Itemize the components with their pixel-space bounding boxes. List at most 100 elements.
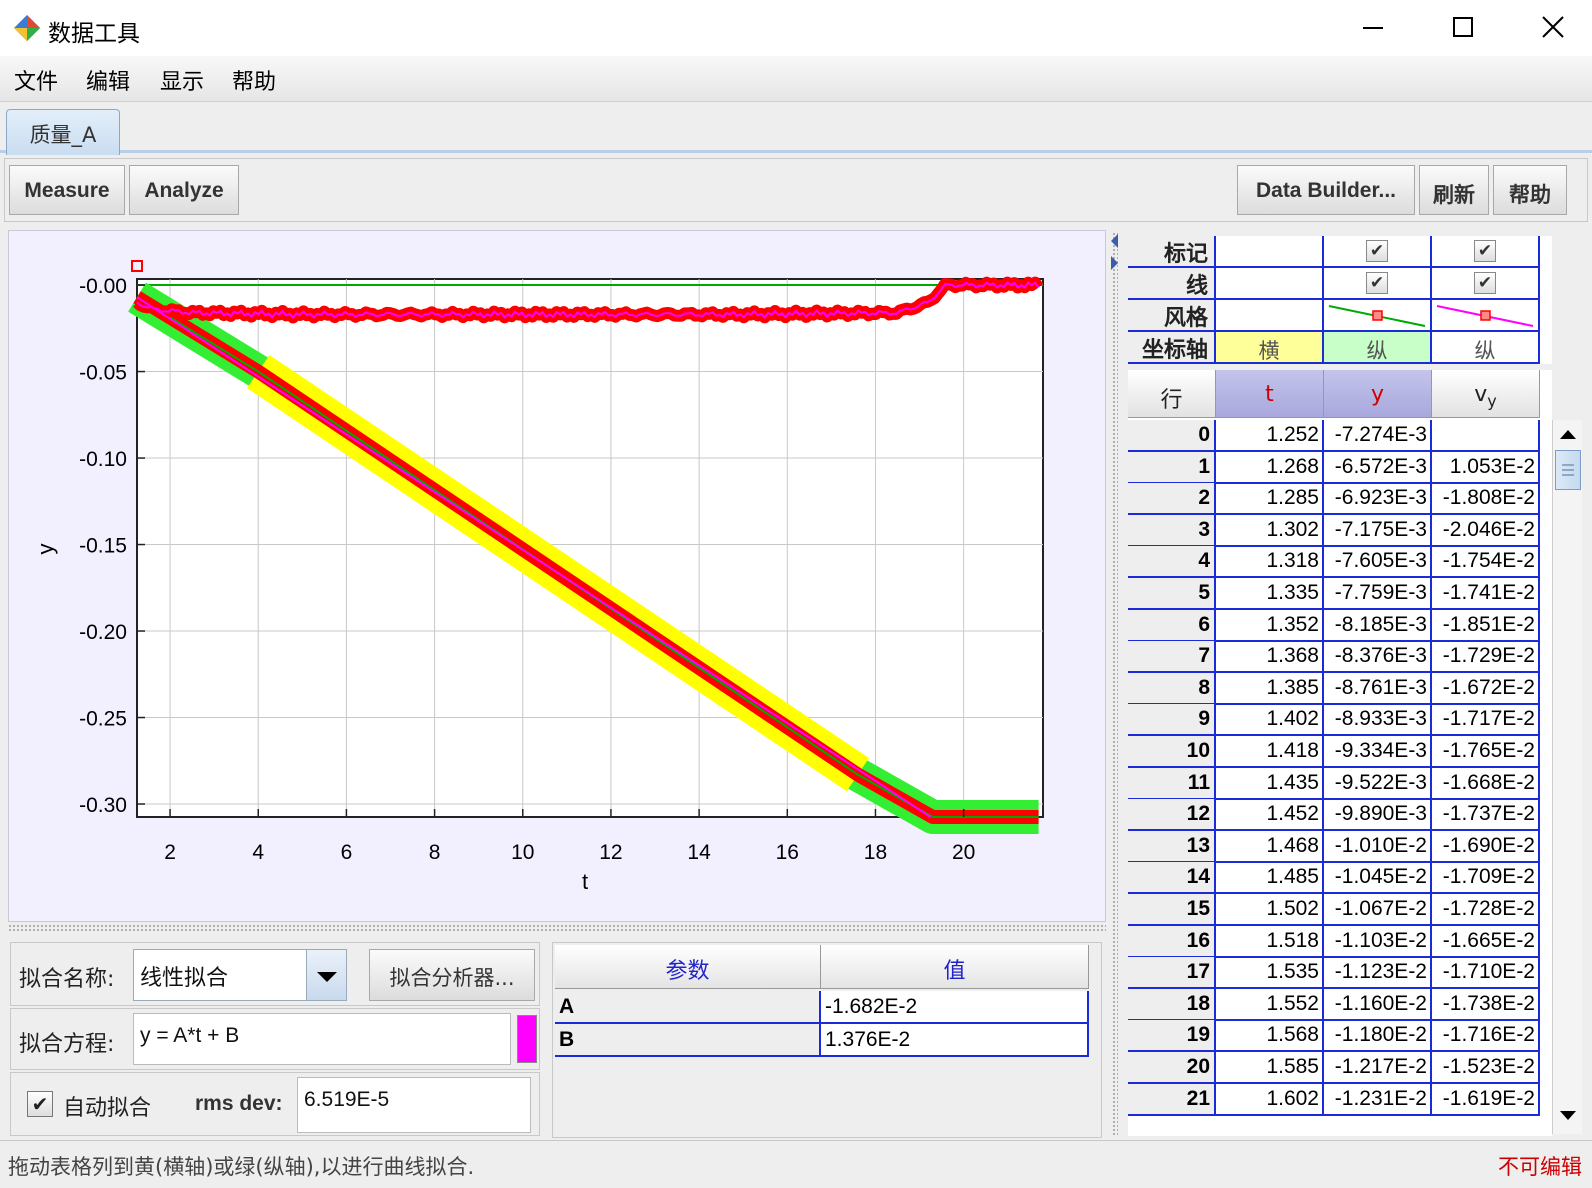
vy-cell[interactable]: -1.716E-2 xyxy=(1432,1020,1540,1053)
scroll-thumb[interactable] xyxy=(1555,450,1581,490)
fit-name-select[interactable]: 线性拟合 xyxy=(133,949,347,1001)
vy-cell[interactable]: -1.728E-2 xyxy=(1432,894,1540,926)
t-cell[interactable]: 1.485 xyxy=(1216,862,1324,895)
t-cell[interactable]: 1.452 xyxy=(1216,799,1324,832)
table-row[interactable]: 20 1.585 -1.217E-2 -1.523E-2 xyxy=(1128,1052,1552,1084)
menu-help[interactable]: 帮助 xyxy=(232,70,277,95)
y-cell[interactable]: -8.933E-3 xyxy=(1324,704,1432,737)
vertical-splitter[interactable] xyxy=(1108,232,1122,1137)
t-cell[interactable]: 1.402 xyxy=(1216,704,1324,737)
table-row[interactable]: 0 1.252 -7.274E-3 xyxy=(1128,420,1552,452)
y-cell[interactable]: -7.605E-3 xyxy=(1324,546,1432,579)
vy-cell[interactable]: -1.851E-2 xyxy=(1432,609,1540,642)
y-cell[interactable]: -1.217E-2 xyxy=(1324,1052,1432,1084)
refresh-button[interactable]: 刷新 xyxy=(1419,165,1489,215)
vy-cell[interactable]: -1.754E-2 xyxy=(1432,546,1540,579)
axis-vy[interactable]: 纵 xyxy=(1432,332,1540,364)
vy-cell[interactable]: -1.729E-2 xyxy=(1432,641,1540,674)
y-cell[interactable]: -1.231E-2 xyxy=(1324,1083,1432,1116)
table-row[interactable]: 3 1.302 -7.175E-3 -2.046E-2 xyxy=(1128,514,1552,547)
vy-cell[interactable]: -1.808E-2 xyxy=(1432,483,1540,516)
y-marker-checkbox[interactable]: ✔ xyxy=(1366,240,1388,262)
vy-cell[interactable]: -1.710E-2 xyxy=(1432,957,1540,990)
t-cell[interactable]: 1.502 xyxy=(1216,894,1324,926)
t-cell[interactable]: 1.535 xyxy=(1216,957,1324,990)
col-header-vy[interactable]: vy xyxy=(1432,370,1540,418)
tab-quality-a[interactable]: 质量_A xyxy=(6,109,120,155)
vy-cell[interactable]: -1.741E-2 xyxy=(1432,578,1540,610)
y-cell[interactable]: -7.175E-3 xyxy=(1324,514,1432,547)
close-button[interactable] xyxy=(1530,8,1576,48)
vy-marker-checkbox[interactable]: ✔ xyxy=(1474,240,1496,262)
table-row[interactable]: 4 1.318 -7.605E-3 -1.754E-2 xyxy=(1128,546,1552,579)
menu-view[interactable]: 显示 xyxy=(160,70,205,95)
table-row[interactable]: 1 1.268 -6.572E-3 1.053E-2 xyxy=(1128,451,1552,484)
minimize-button[interactable] xyxy=(1350,8,1396,48)
table-row[interactable]: 11 1.435 -9.522E-3 -1.668E-2 xyxy=(1128,767,1552,800)
table-row[interactable]: 5 1.335 -7.759E-3 -1.741E-2 xyxy=(1128,578,1552,610)
data-builder-button[interactable]: Data Builder... xyxy=(1237,165,1415,215)
t-cell[interactable]: 1.585 xyxy=(1216,1052,1324,1084)
fit-equation-field[interactable]: y = A*t + B xyxy=(133,1013,511,1065)
table-scrollbar[interactable] xyxy=(1552,420,1582,1134)
vy-cell[interactable]: -1.668E-2 xyxy=(1432,767,1540,800)
y-cell[interactable]: -9.334E-3 xyxy=(1324,736,1432,768)
analyze-button[interactable]: Analyze xyxy=(129,165,239,215)
menu-edit[interactable]: 编辑 xyxy=(86,70,131,95)
t-cell[interactable]: 1.468 xyxy=(1216,830,1324,863)
help-button[interactable]: 帮助 xyxy=(1493,165,1567,215)
t-cell[interactable]: 1.385 xyxy=(1216,672,1324,705)
y-cell[interactable]: -1.180E-2 xyxy=(1324,1020,1432,1053)
vy-cell[interactable]: -1.523E-2 xyxy=(1432,1052,1540,1084)
y-cell[interactable]: -7.274E-3 xyxy=(1324,420,1432,452)
fit-analyzer-button[interactable]: 拟合分析器... xyxy=(369,949,535,1001)
plot-svg[interactable]: 2 4 6 8 10 12 14 16 18 20 -0.00 -0.05 -0.10 -0.15 -0.2… xyxy=(9,231,1105,921)
vy-cell[interactable]: -1.737E-2 xyxy=(1432,799,1540,832)
t-cell[interactable]: 1.302 xyxy=(1216,514,1324,547)
scroll-down-button[interactable] xyxy=(1553,1102,1583,1130)
table-row[interactable]: 18 1.552 -1.160E-2 -1.738E-2 xyxy=(1128,988,1552,1021)
table-row[interactable]: 7 1.368 -8.376E-3 -1.729E-2 xyxy=(1128,641,1552,674)
prop-y-style[interactable] xyxy=(1324,300,1432,332)
table-row[interactable]: 10 1.418 -9.334E-3 -1.765E-2 xyxy=(1128,736,1552,768)
data-table[interactable]: 行 t y vy 0 1.252 -7.274E-3 1 1.268 -6.572E-3 1… xyxy=(1128,370,1552,1136)
table-row[interactable]: 6 1.352 -8.185E-3 -1.851E-2 xyxy=(1128,609,1552,642)
y-line-checkbox[interactable]: ✔ xyxy=(1366,272,1388,294)
y-cell[interactable]: -8.376E-3 xyxy=(1324,641,1432,674)
param-b-value[interactable]: 1.376E-2 xyxy=(821,1024,1089,1057)
t-cell[interactable]: 1.268 xyxy=(1216,451,1324,484)
t-cell[interactable]: 1.602 xyxy=(1216,1083,1324,1116)
t-cell[interactable]: 1.335 xyxy=(1216,578,1324,610)
horizontal-splitter[interactable] xyxy=(8,924,1106,932)
prop-vy-marker[interactable]: ✔ xyxy=(1432,236,1540,268)
col-header-t[interactable]: t xyxy=(1216,370,1324,418)
prop-vy-line[interactable]: ✔ xyxy=(1432,268,1540,300)
y-cell[interactable]: -1.067E-2 xyxy=(1324,894,1432,926)
t-cell[interactable]: 1.552 xyxy=(1216,988,1324,1021)
col-header-y[interactable]: y xyxy=(1324,370,1432,418)
y-cell[interactable]: -1.045E-2 xyxy=(1324,862,1432,895)
axis-y[interactable]: 纵 xyxy=(1324,332,1432,364)
table-row[interactable]: 8 1.385 -8.761E-3 -1.672E-2 xyxy=(1128,672,1552,705)
t-cell[interactable]: 1.352 xyxy=(1216,609,1324,642)
t-cell[interactable]: 1.318 xyxy=(1216,546,1324,579)
y-cell[interactable]: -8.761E-3 xyxy=(1324,672,1432,705)
t-cell[interactable]: 1.418 xyxy=(1216,736,1324,768)
axis-t[interactable]: 横 xyxy=(1216,332,1324,364)
table-row[interactable]: 12 1.452 -9.890E-3 -1.737E-2 xyxy=(1128,799,1552,832)
vy-cell[interactable]: -1.619E-2 xyxy=(1432,1083,1540,1116)
table-row[interactable]: 16 1.518 -1.103E-2 -1.665E-2 xyxy=(1128,925,1552,958)
vy-cell[interactable]: -1.738E-2 xyxy=(1432,988,1540,1021)
y-cell[interactable]: -1.103E-2 xyxy=(1324,925,1432,958)
vy-cell[interactable] xyxy=(1432,420,1540,452)
fit-color-swatch[interactable] xyxy=(517,1015,537,1063)
maximize-button[interactable] xyxy=(1440,8,1486,48)
dropdown-arrow[interactable] xyxy=(306,950,346,1000)
table-row[interactable]: 9 1.402 -8.933E-3 -1.717E-2 xyxy=(1128,704,1552,737)
vy-cell[interactable]: -1.690E-2 xyxy=(1432,830,1540,863)
table-row[interactable]: 17 1.535 -1.123E-2 -1.710E-2 xyxy=(1128,957,1552,990)
table-row[interactable]: 2 1.285 -6.923E-3 -1.808E-2 xyxy=(1128,483,1552,516)
vy-cell[interactable]: -1.765E-2 xyxy=(1432,736,1540,768)
plot-panel[interactable]: 2 4 6 8 10 12 14 16 18 20 -0.00 -0.05 -0.10 -0.15 -0.2… xyxy=(8,230,1106,922)
y-cell[interactable]: -1.160E-2 xyxy=(1324,988,1432,1021)
